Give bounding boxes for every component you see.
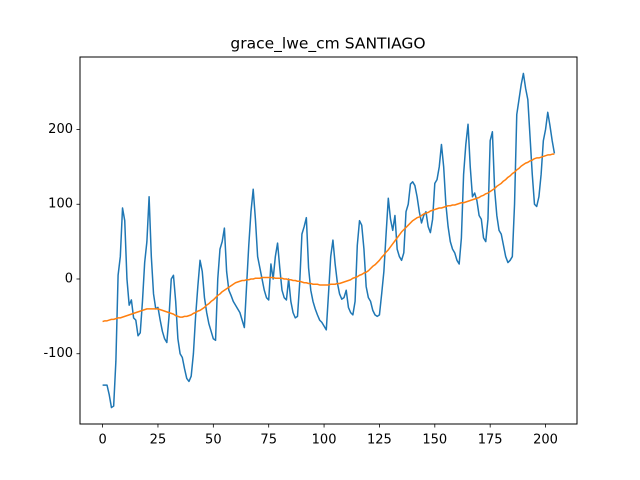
data-line [102, 72, 556, 409]
x-tick-label: 75 [260, 433, 277, 448]
x-tick-label: 175 [478, 433, 503, 448]
plot-area [102, 72, 556, 409]
axes-frame [79, 56, 578, 425]
x-tick-label: 0 [98, 433, 106, 448]
y-tick-label: -100 [43, 346, 73, 361]
data-line [102, 153, 555, 323]
chart-title: grace_lwe_cm SANTIAGO [230, 35, 425, 54]
x-tick-label: 100 [312, 433, 337, 448]
y-tick-label: 200 [48, 122, 73, 137]
x-tick-label: 200 [533, 433, 558, 448]
x-tick-label: 150 [422, 433, 447, 448]
y-tick-label: 0 [65, 271, 73, 286]
x-tick-label: 125 [367, 433, 392, 448]
y-tick-label: 100 [48, 197, 73, 212]
x-tick-label: 25 [150, 433, 167, 448]
x-tick-label: 50 [205, 433, 222, 448]
